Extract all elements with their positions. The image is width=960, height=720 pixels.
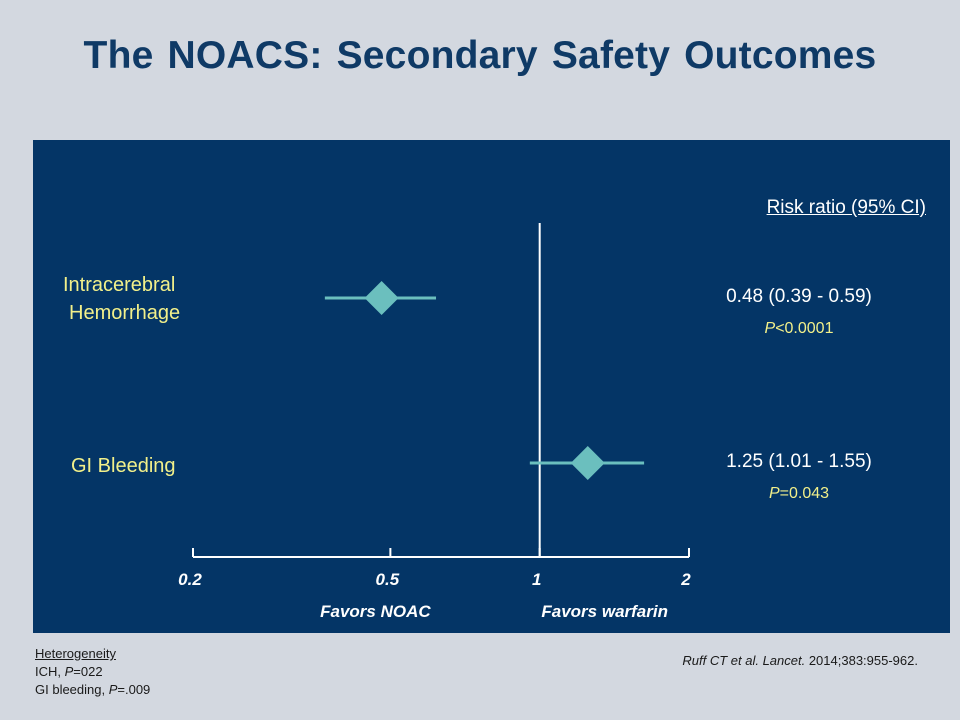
p-italic: P bbox=[768, 485, 780, 502]
p-value-ich: P<0.0001 bbox=[684, 320, 914, 338]
heterogeneity-gi: GI bleeding, P=.009 bbox=[35, 681, 150, 699]
row-label-gi: GI Bleeding bbox=[71, 455, 176, 477]
x-tick-label-0: 0.2 bbox=[178, 570, 202, 589]
heterogeneity-ich: ICH, P=022 bbox=[35, 663, 150, 681]
rr-value-ich: 0.48 (0.39 - 0.59) bbox=[726, 286, 872, 307]
het-ich-prefix: ICH, bbox=[35, 664, 65, 679]
forest-plot: 0.2 0.5 1 2 Favors NOAC Favors warfarin bbox=[178, 223, 691, 621]
heterogeneity-header: Heterogeneity bbox=[35, 646, 116, 661]
row-label-ich-line2: Hemorrhage bbox=[69, 302, 181, 324]
favors-warfarin-label: Favors warfarin bbox=[541, 602, 668, 621]
het-ich-p: P bbox=[64, 664, 74, 679]
p-value-gi: P=0.043 bbox=[684, 485, 914, 503]
citation-details: 2014;383:955-962. bbox=[805, 653, 918, 668]
het-gi-prefix: GI bleeding, bbox=[35, 682, 109, 697]
citation: Ruff CT et al. Lancet. 2014;383:955-962. bbox=[682, 653, 918, 668]
estimate-diamond-0 bbox=[364, 281, 399, 315]
x-tick-label-1: 0.5 bbox=[376, 570, 400, 589]
p-value-text: =0.043 bbox=[779, 485, 830, 502]
het-ich-value: =022 bbox=[73, 664, 103, 679]
risk-ratio-header: Risk ratio (95% CI) bbox=[766, 197, 926, 218]
het-gi-p: P bbox=[108, 682, 118, 697]
estimate-diamond-1 bbox=[570, 446, 605, 480]
row-label-ich: Intracerebral Hemorrhage bbox=[63, 271, 180, 327]
x-tick-label-3: 2 bbox=[680, 570, 691, 589]
rr-value-gi: 1.25 (1.01 - 1.55) bbox=[726, 451, 872, 472]
x-tick-label-2: 1 bbox=[532, 570, 541, 589]
p-italic: P bbox=[764, 320, 776, 337]
het-gi-value: =.009 bbox=[117, 682, 151, 697]
p-value-text: <0.0001 bbox=[775, 320, 834, 337]
heterogeneity-note: Heterogeneity ICH, P=022 GI bleeding, P=… bbox=[35, 645, 150, 699]
row-label-ich-line1: Intracerebral bbox=[63, 274, 176, 296]
favors-noac-label: Favors NOAC bbox=[320, 602, 431, 621]
forest-plot-panel: 0.2 0.5 1 2 Favors NOAC Favors warfarin Risk … bbox=[33, 140, 950, 633]
citation-authors: Ruff CT et al. Lancet. bbox=[682, 653, 806, 668]
page-title: The NOACS: Secondary Safety Outcomes bbox=[83, 34, 877, 77]
